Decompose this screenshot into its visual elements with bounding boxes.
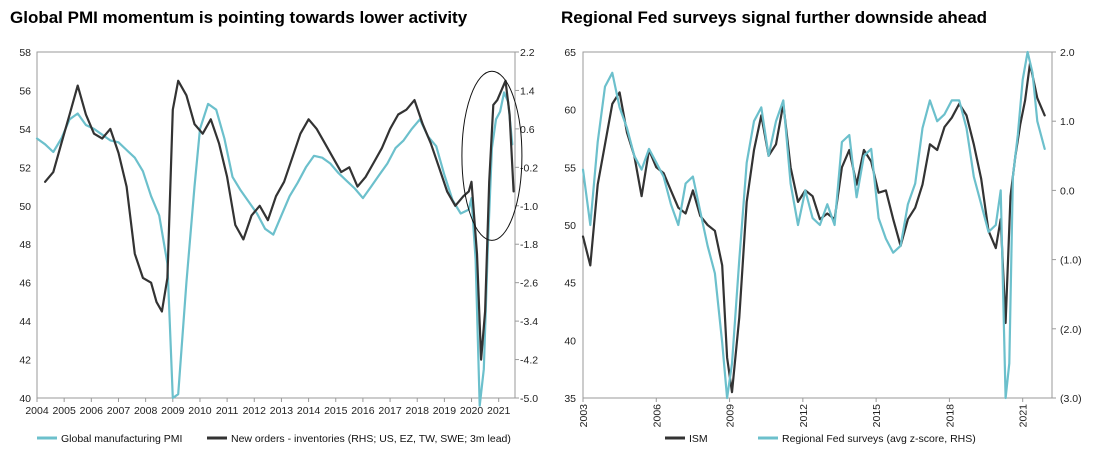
left-axis-tick: 40 [19,393,31,405]
right-axis-tick: -5.0 [520,393,538,405]
chart-title-right: Regional Fed surveys signal further down… [561,8,988,27]
x-axis-tick: 2006 [80,405,104,417]
x-axis-tick: 2015 [324,405,348,417]
x-axis-tick: 2021 [1018,404,1030,428]
left-axis-tick: 65 [564,47,576,59]
right-axis-tick: 1.4 [520,85,535,97]
x-axis-tick: 2004 [25,405,49,417]
x-axis-tick: 2013 [270,405,294,417]
x-axis-tick: 2005 [52,405,76,417]
left-axis-tick: 48 [19,239,31,251]
x-axis-tick: 2012 [243,405,267,417]
left-axis-tick: 56 [19,85,31,97]
left-axis-tick: 42 [19,355,31,367]
left-axis-tick: 50 [19,201,31,213]
x-axis-tick: 2007 [107,405,131,417]
left-axis-tick: 46 [19,278,31,290]
series-line-0-1 [43,79,515,361]
right-axis-tick: -1.0 [520,201,538,213]
plot-frame-0 [36,51,516,399]
x-axis-tick: 2006 [651,404,663,428]
x-axis-tick: 2003 [578,404,590,428]
plot-frame-1 [582,51,1053,399]
x-axis-tick: 2011 [216,405,239,417]
x-axis-tick: 2018 [406,405,430,417]
left-axis-tick: 55 [564,162,576,174]
x-axis-tick: 2021 [487,405,511,417]
left-axis-tick: 35 [564,393,576,405]
x-axis-tick: 2019 [433,405,457,417]
left-axis-tick: 40 [564,335,576,347]
x-axis-tick: 2010 [188,405,212,417]
left-axis-tick: 54 [19,124,31,136]
x-axis-tick: 2014 [297,405,321,417]
series-line-1-0 [581,62,1046,394]
left-axis-tick: 50 [564,220,576,232]
x-axis-tick: 2018 [944,404,956,428]
x-axis-tick: 2008 [134,405,158,417]
right-axis-tick: 2.2 [520,47,535,59]
legend-entry: Global manufacturing PMI [61,433,182,445]
chart-title-left: Global PMI momentum is pointing towards … [10,8,468,27]
right-axis-tick: 1.0 [1060,116,1075,128]
left-axis-tick: 45 [564,278,576,290]
left-axis-tick: 52 [19,162,31,174]
left-axis-tick: 44 [19,316,31,328]
right-axis-tick: 0.0 [1060,185,1075,197]
x-axis-tick: 2020 [460,405,484,417]
right-axis-tick: 0.6 [520,124,535,136]
right-axis-tick: (3.0) [1060,393,1082,405]
right-axis-tick: -4.2 [520,355,538,367]
legend-entry: New orders - inventories (RHS; US, EZ, T… [231,433,511,445]
right-axis-tick: -1.8 [520,239,538,251]
legend-entry: ISM [689,433,708,445]
right-axis-tick: 2.0 [1060,47,1075,59]
x-axis-tick: 2009 [725,404,737,428]
x-axis-tick: 2012 [798,404,810,428]
legend-entry: Regional Fed surveys (avg z-score, RHS) [782,433,976,445]
left-axis-tick: 58 [19,47,31,59]
right-axis-tick: (1.0) [1060,255,1082,267]
x-axis-tick: 2017 [378,405,402,417]
left-axis-tick: 60 [564,105,576,117]
x-axis-tick: 2016 [351,405,375,417]
right-axis-tick: -0.2 [520,162,538,174]
x-axis-tick: 2015 [871,404,883,428]
highlight-ellipse [461,70,523,241]
series-line-0-0 [35,91,514,407]
x-axis-tick: 2009 [161,405,185,417]
right-axis-tick: (2.0) [1060,324,1082,336]
series-line-1-1 [581,50,1046,400]
right-axis-tick: -3.4 [520,316,538,328]
right-axis-tick: -2.6 [520,278,538,290]
